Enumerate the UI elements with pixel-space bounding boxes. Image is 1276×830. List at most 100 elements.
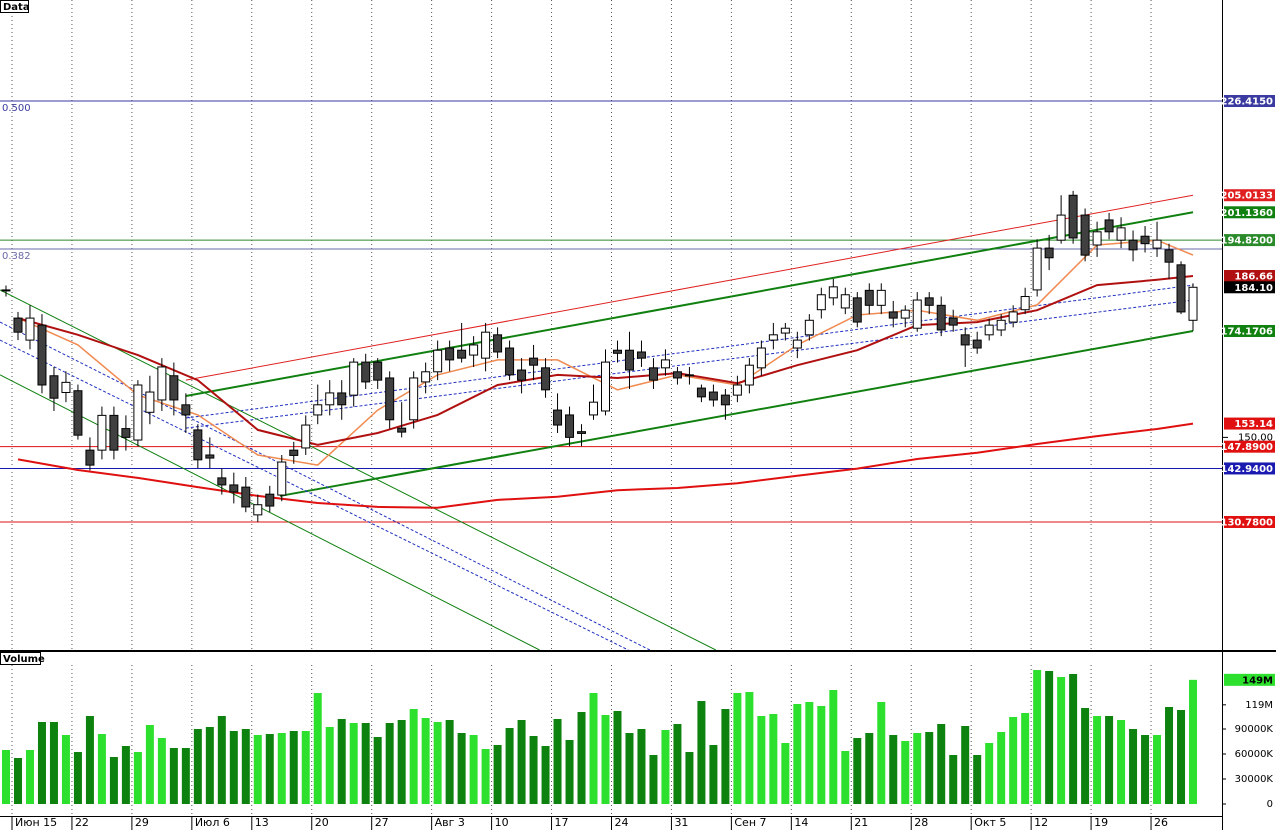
- x-tick-label: 27: [375, 816, 389, 829]
- trend-line: [0, 374, 540, 650]
- candle-body: [457, 349, 467, 359]
- candle-body: [984, 324, 994, 336]
- volume-bar: [985, 743, 994, 804]
- volume-bar: [553, 719, 562, 804]
- candle-body: [73, 390, 83, 436]
- axis-label: 147.8900: [1220, 442, 1273, 453]
- volume-bar: [661, 730, 670, 804]
- axis-label-bg: [1224, 281, 1275, 294]
- axis-label: 130.7800: [1220, 517, 1273, 528]
- axis-label-bg: [1224, 324, 1275, 337]
- volume-bar: [889, 735, 898, 804]
- candle-body: [1176, 264, 1186, 313]
- candle-body: [744, 364, 754, 386]
- candle-body: [684, 374, 694, 377]
- fib-label: 0.500: [2, 103, 31, 114]
- volume-bar: [205, 727, 214, 804]
- volume-bar: [805, 702, 814, 804]
- axis-label-bg: [1224, 417, 1275, 430]
- volume-bar: [529, 736, 538, 804]
- volume-last-label: 149M: [1242, 675, 1273, 686]
- x-tick-label: 28: [914, 816, 928, 829]
- axis-label-bg: [1224, 440, 1275, 453]
- volume-bar: [961, 726, 970, 804]
- candle-body: [349, 361, 359, 396]
- volume-bar: [589, 693, 598, 804]
- volume-bar: [1069, 674, 1078, 804]
- candle-body: [337, 392, 347, 406]
- axis-label-bg: [1224, 462, 1275, 475]
- y-tick-label: 150.00: [1238, 432, 1273, 443]
- candle-body: [1152, 239, 1162, 249]
- volume-bar: [1105, 716, 1114, 804]
- volume-bar: [1057, 677, 1066, 804]
- volume-bar: [901, 741, 910, 804]
- candle-body: [900, 309, 910, 319]
- volume-bar: [517, 720, 526, 804]
- axis-label-bg: [1224, 234, 1275, 247]
- volume-bar: [541, 746, 550, 804]
- candle-body: [996, 319, 1006, 331]
- chart-title: Data: [3, 2, 30, 13]
- candle-body: [780, 327, 790, 334]
- candle-body: [253, 504, 263, 516]
- volume-bar: [469, 735, 478, 804]
- candle-body: [493, 334, 503, 353]
- volume-bar: [505, 728, 514, 804]
- axis-label-bg: [1224, 270, 1275, 283]
- candle-body: [541, 367, 551, 391]
- volume-bar: [1021, 713, 1030, 804]
- volume-bar: [577, 712, 586, 804]
- candle-body: [1068, 194, 1078, 239]
- volume-bar: [817, 706, 826, 804]
- candle-body: [1104, 219, 1114, 233]
- candle-body: [1116, 227, 1126, 241]
- trend-line: [0, 321, 651, 650]
- volume-bar: [301, 731, 310, 804]
- candle-body: [828, 286, 838, 299]
- volume-bar: [613, 711, 622, 804]
- volume-last-bg: [1224, 673, 1275, 686]
- candle-body: [97, 414, 107, 451]
- axis-label: 186.66: [1234, 272, 1273, 283]
- volume-bar: [373, 737, 382, 804]
- candle-body: [397, 427, 407, 433]
- candle-body: [840, 294, 850, 309]
- volume-bar: [289, 731, 298, 804]
- title-box: [0, 0, 29, 13]
- candle-body: [1008, 311, 1018, 323]
- volume-bar: [697, 701, 706, 804]
- volume-bar: [1165, 707, 1174, 804]
- candle-body: [1020, 296, 1030, 311]
- candle-body: [433, 349, 443, 373]
- candle-body: [936, 304, 946, 331]
- axis-label-bg: [1224, 95, 1275, 108]
- volume-bar: [457, 733, 466, 804]
- candle-body: [1044, 247, 1054, 259]
- x-tick-label: 12: [1034, 816, 1048, 829]
- volume-bar: [1033, 670, 1042, 804]
- candle-body: [648, 367, 658, 381]
- candle-body: [61, 381, 71, 393]
- x-tick-label: Окт 5: [974, 816, 1006, 829]
- x-tick-label: 10: [495, 816, 509, 829]
- candle-body: [313, 404, 323, 416]
- volume-bar: [85, 716, 94, 804]
- moving-average: [17, 422, 1194, 509]
- candle-body: [469, 344, 479, 356]
- right-axis: 150.00 226.4150 194.8200 147.8900 142.9400 13…: [1220, 95, 1275, 810]
- volume-bar: [13, 758, 22, 804]
- candle-body: [888, 311, 898, 319]
- candle-body: [720, 394, 730, 406]
- volume-bar: [337, 719, 346, 804]
- volume-bar: [769, 714, 778, 804]
- volume-bar: [1045, 671, 1054, 804]
- volume-tick-label: 60000K: [1235, 749, 1274, 760]
- grid: Июн 15 22 29 Июл 6 13 20 27 Авг 3 10 17 24 31 Сен 7 1…: [11, 0, 1168, 830]
- candle-body: [85, 449, 95, 466]
- candle-body: [1128, 239, 1138, 251]
- candle-body: [948, 317, 958, 326]
- volume-bar: [277, 733, 286, 804]
- candle-body: [481, 331, 491, 359]
